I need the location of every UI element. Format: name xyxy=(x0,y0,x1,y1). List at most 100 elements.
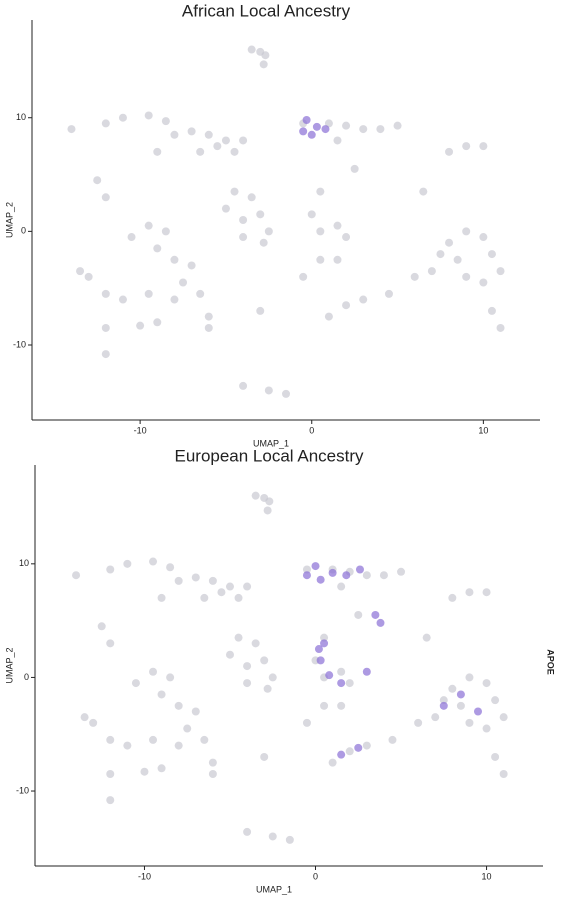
cell-point xyxy=(482,679,491,688)
cell-point xyxy=(325,671,334,680)
cell-point xyxy=(161,117,170,126)
cell-point xyxy=(187,261,196,270)
cell-point xyxy=(439,701,448,710)
cell-point xyxy=(200,593,209,602)
cell-point xyxy=(93,176,102,185)
cell-point xyxy=(106,769,115,778)
cell-point xyxy=(320,701,329,710)
cell-point xyxy=(200,735,209,744)
cell-point xyxy=(106,796,115,805)
cell-point xyxy=(243,679,252,688)
cell-point xyxy=(320,639,329,648)
cell-point xyxy=(316,227,325,236)
cell-point xyxy=(243,827,252,836)
cell-point xyxy=(487,250,496,259)
cell-point xyxy=(221,204,230,213)
cell-point xyxy=(499,713,508,722)
cell-point xyxy=(487,306,496,315)
cell-point xyxy=(376,125,385,134)
cell-point xyxy=(179,278,188,287)
cell-point xyxy=(350,164,359,173)
cell-point xyxy=(234,593,243,602)
cell-point xyxy=(268,673,277,682)
cell-point xyxy=(384,289,393,298)
y-tick-label: 10 xyxy=(19,558,29,568)
cell-point xyxy=(251,639,260,648)
cell-point xyxy=(106,639,115,648)
y-tick-label: 0 xyxy=(24,672,29,682)
cell-point xyxy=(268,832,277,841)
cell-point xyxy=(144,111,153,120)
cell-point xyxy=(101,289,110,298)
cell-point xyxy=(208,576,217,585)
cell-point xyxy=(123,741,132,750)
cell-point xyxy=(187,127,196,136)
cell-point xyxy=(265,497,274,506)
y-tick-label: 10 xyxy=(16,112,26,122)
cell-point xyxy=(225,650,234,659)
cell-point xyxy=(474,707,483,716)
cell-point xyxy=(376,618,385,627)
cell-point xyxy=(259,238,268,247)
cell-point xyxy=(462,272,471,281)
cell-point xyxy=(263,506,272,515)
cell-point xyxy=(354,743,363,752)
x-axis-label: UMAP_1 xyxy=(253,438,289,448)
cell-point xyxy=(136,321,145,330)
cell-point xyxy=(196,147,205,156)
cell-point xyxy=(427,267,436,276)
cell-point xyxy=(307,210,316,219)
cell-point xyxy=(149,667,158,676)
cell-point xyxy=(256,210,265,219)
cell-point xyxy=(260,656,269,665)
cell-point xyxy=(144,221,153,230)
cell-point xyxy=(191,707,200,716)
cell-point xyxy=(204,130,213,139)
cell-point xyxy=(118,295,127,304)
cell-point xyxy=(131,679,140,688)
cell-point xyxy=(174,576,183,585)
cell-point xyxy=(355,565,364,574)
cell-point xyxy=(157,593,166,602)
cell-point xyxy=(264,386,273,395)
cell-point xyxy=(174,701,183,710)
cell-point xyxy=(263,684,272,693)
cell-point xyxy=(157,764,166,773)
cell-point xyxy=(247,45,256,54)
cell-point xyxy=(261,51,270,60)
cell-point xyxy=(337,701,346,710)
cell-point xyxy=(465,588,474,597)
cell-point xyxy=(123,559,132,568)
cell-point xyxy=(342,301,351,310)
cell-point xyxy=(153,244,162,253)
cell-point xyxy=(337,679,346,688)
cell-point xyxy=(448,593,457,602)
cell-point xyxy=(445,147,454,156)
cell-point xyxy=(482,724,491,733)
cell-point xyxy=(170,295,179,304)
cell-point xyxy=(388,735,397,744)
y-tick-label: -10 xyxy=(16,785,29,795)
cell-point xyxy=(208,769,217,778)
cell-point xyxy=(230,187,239,196)
cell-point xyxy=(208,758,217,767)
cell-point xyxy=(345,679,354,688)
cell-point xyxy=(316,255,325,264)
cell-point xyxy=(213,142,222,151)
cell-point xyxy=(321,125,330,134)
cell-point xyxy=(239,136,248,145)
cell-point xyxy=(342,121,351,130)
cell-point xyxy=(282,389,290,398)
y-axis-label: UMAP_2 xyxy=(4,647,14,683)
cell-point xyxy=(436,250,445,259)
cell-point xyxy=(191,573,200,582)
cell-point xyxy=(379,571,388,580)
cell-point xyxy=(302,571,311,580)
cell-point xyxy=(243,582,252,591)
cell-point xyxy=(140,767,149,776)
cell-point xyxy=(196,289,205,298)
cell-point xyxy=(362,741,371,750)
cell-point xyxy=(170,255,179,264)
cell-point xyxy=(342,233,351,242)
